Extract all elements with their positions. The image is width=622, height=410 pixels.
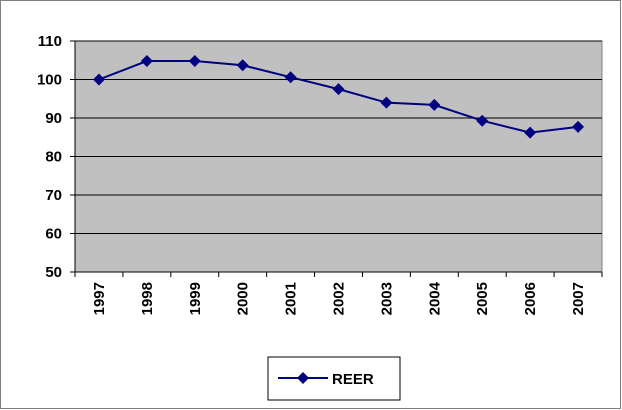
y-tick-label: 70 <box>45 187 62 204</box>
x-tick-label: 2005 <box>474 282 491 315</box>
point <box>188 55 201 68</box>
y-tick-label: 110 <box>38 33 62 50</box>
point <box>428 98 441 111</box>
point <box>332 83 345 96</box>
legend-label: REER <box>332 371 374 388</box>
point <box>380 96 393 109</box>
legend-marker <box>297 372 309 384</box>
point <box>140 55 153 68</box>
x-tick-label: 1999 <box>187 282 204 315</box>
y-tick-label: 100 <box>37 72 62 89</box>
x-tick-label: 2006 <box>522 282 539 315</box>
x-tick-label: 2004 <box>426 281 443 315</box>
x-tick-label: 2007 <box>570 282 587 315</box>
x-tick-label: 1998 <box>139 282 156 315</box>
y-tick-label: 80 <box>45 149 62 166</box>
point <box>92 73 105 86</box>
y-tick-label: 60 <box>45 226 62 243</box>
x-tick-label: 2002 <box>331 282 348 315</box>
x-tick-label: 1997 <box>91 282 108 315</box>
point <box>236 59 249 72</box>
point <box>572 120 585 133</box>
y-tick-label: 90 <box>45 110 62 127</box>
x-tick-label: 2000 <box>235 282 252 315</box>
x-tick-label: 2001 <box>283 282 300 315</box>
y-tick-label: 50 <box>45 264 62 281</box>
point <box>524 126 537 139</box>
point <box>476 114 489 127</box>
point <box>284 71 297 84</box>
x-tick-label: 2003 <box>378 282 395 315</box>
